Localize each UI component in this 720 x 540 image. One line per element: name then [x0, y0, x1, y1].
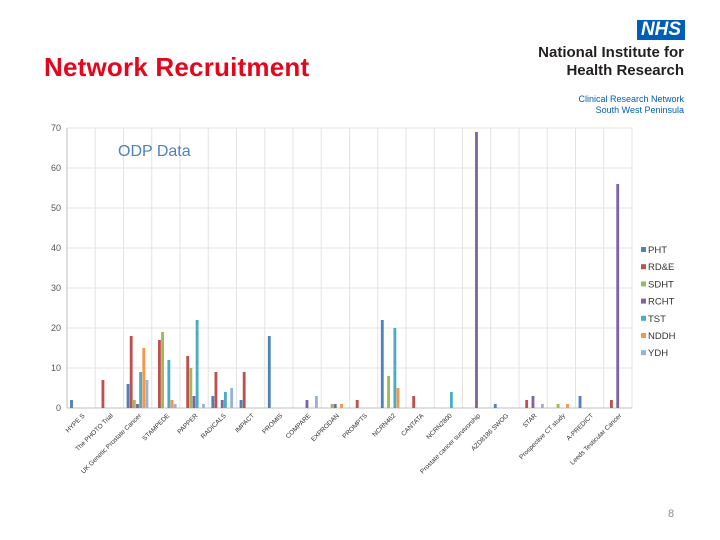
bar: [340, 404, 343, 408]
x-category-label: NCRN2800: [425, 412, 454, 441]
bar: [230, 388, 234, 408]
legend-swatch: [641, 281, 646, 287]
legend-swatch: [641, 315, 646, 321]
bar: [195, 320, 199, 408]
nhs-badge: NHS: [637, 20, 685, 40]
bar: [158, 340, 161, 408]
bar: [161, 332, 165, 408]
chart-title: ODP Data: [118, 143, 191, 160]
bar: [330, 404, 334, 408]
x-category-label: PROMIS: [261, 412, 285, 436]
bar: [616, 184, 620, 408]
bar: [186, 356, 190, 408]
bar: [192, 396, 196, 408]
x-category-label: NCRN462: [371, 412, 397, 438]
bar: [70, 400, 73, 408]
bar: [540, 404, 544, 408]
legend-swatch: [641, 298, 646, 304]
bar: [396, 388, 400, 408]
y-tick-label: 30: [51, 283, 61, 293]
legend-swatch: [641, 350, 646, 356]
bar: [412, 396, 416, 408]
bar: [314, 396, 318, 408]
bar: [239, 400, 243, 408]
y-tick-label: 70: [51, 123, 61, 133]
legend-label: SDHT: [648, 279, 674, 290]
legend-label: NDDH: [648, 331, 676, 342]
legend-swatch: [641, 264, 646, 270]
bar: [214, 372, 218, 408]
x-category-label: A-PREDICT: [565, 412, 595, 442]
bar: [211, 396, 215, 408]
bar: [173, 404, 177, 408]
x-category-label: Leeds Testicular Cancer: [569, 412, 624, 467]
bar: [333, 404, 337, 408]
bar: [475, 132, 478, 408]
org-name-line2: Health Research: [566, 62, 684, 79]
legend-label: YDH: [648, 348, 668, 359]
bar: [101, 380, 105, 408]
bar: [387, 376, 391, 408]
bar: [220, 400, 224, 408]
x-category-label: STAR: [522, 412, 539, 429]
bar: [129, 336, 133, 408]
bar: [189, 368, 193, 408]
legend-label: TST: [648, 314, 666, 325]
bar: [305, 400, 309, 408]
legend-label: PHT: [648, 245, 667, 256]
network-name-line1: Clinical Research Network: [578, 94, 684, 104]
bar: [566, 404, 569, 408]
legend-label: RD&E: [648, 262, 674, 273]
bar: [201, 404, 205, 408]
legend-label: RCHT: [648, 297, 675, 308]
bar: [393, 328, 397, 408]
bar: [449, 392, 453, 408]
y-tick-label: 10: [51, 363, 61, 373]
bar: [493, 404, 497, 408]
legend-swatch: [641, 333, 646, 338]
x-category-label: EXPRODAN: [310, 412, 341, 443]
bar: [267, 336, 271, 408]
bar: [556, 404, 560, 408]
bar: [355, 400, 359, 408]
network-name-line2: South West Peninsula: [595, 105, 684, 115]
x-category-label: HYPE S: [65, 412, 87, 434]
y-tick-label: 50: [51, 203, 61, 213]
bar: [126, 384, 130, 408]
bar: [242, 372, 246, 408]
bar: [167, 360, 171, 408]
x-category-label: PROMPTS: [341, 412, 369, 440]
x-category-label: IMPACT: [234, 412, 256, 434]
y-tick-label: 0: [56, 403, 61, 413]
page-number: 8: [668, 508, 675, 520]
bar: [531, 396, 535, 408]
org-name-line1: National Institute for: [538, 44, 684, 61]
bar: [145, 380, 149, 408]
x-category-label: COMPARE: [285, 412, 313, 440]
bar: [610, 400, 613, 408]
slide-title: Network Recruitment: [44, 52, 310, 82]
bar: [525, 400, 529, 408]
y-tick-label: 20: [51, 323, 61, 333]
bar: [139, 372, 143, 408]
bar: [132, 400, 136, 408]
y-tick-label: 40: [51, 243, 61, 253]
bar: [578, 396, 582, 408]
bar: [223, 392, 227, 408]
x-category-label: PAPPER: [176, 412, 199, 435]
bar: [136, 404, 139, 408]
y-tick-label: 60: [51, 163, 61, 173]
bar: [142, 348, 146, 408]
x-category-label: STAMPEDE: [141, 412, 171, 442]
bar: [170, 400, 174, 408]
x-category-label: CANTATA: [400, 412, 426, 438]
bar: [380, 320, 384, 408]
x-category-label: RADICALS: [200, 412, 228, 440]
x-category-label: UK Genetic Prostate Cancer: [80, 412, 144, 476]
legend-swatch: [641, 247, 646, 252]
